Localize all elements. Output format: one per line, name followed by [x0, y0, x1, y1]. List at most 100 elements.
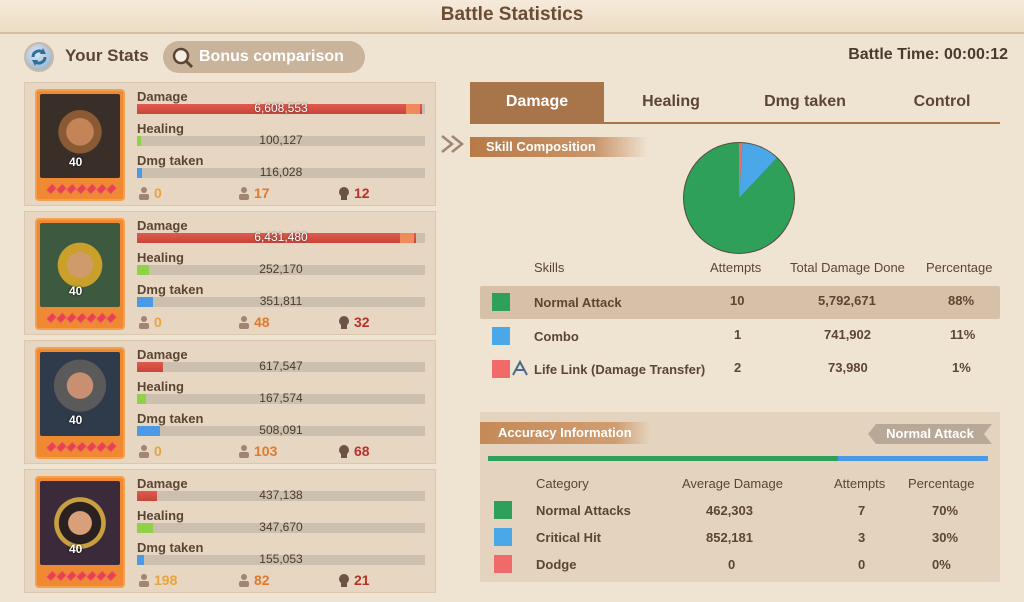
dmg-taken-bar: 508,091	[137, 423, 425, 437]
soldier-injured-icon	[239, 445, 249, 458]
skill-name: Life Link (Damage Transfer)	[534, 362, 706, 377]
soldier-icon	[139, 574, 149, 587]
accuracy-table-header: Category Average Damage Attempts Percent…	[488, 470, 992, 497]
hero-avatar	[40, 223, 120, 307]
healing-bar: 167,574	[137, 391, 425, 405]
skill-percentage: 11%	[950, 327, 976, 342]
healing-bar: 252,170	[137, 262, 425, 276]
tab-dmg-taken[interactable]: Dmg taken	[764, 93, 846, 110]
dmg-taken-label: Dmg taken	[137, 540, 204, 555]
healing-stat: Healing 100,127	[137, 121, 425, 147]
hero-card[interactable]: 40 Damage 437,138 Healing 347,670 Dmg ta…	[24, 469, 436, 593]
dmg-taken-stat: Dmg taken 155,053	[137, 540, 425, 566]
damage-label: Damage	[137, 347, 188, 362]
star-rating	[42, 312, 120, 326]
skill-attempts: 10	[730, 293, 745, 308]
soldier-icon	[139, 316, 149, 329]
soldier-icon	[139, 187, 149, 200]
dmg-taken-value: 508,091	[259, 423, 303, 437]
healing-label: Healing	[137, 121, 184, 136]
damage-stat: Damage 437,138	[137, 476, 425, 502]
skill-attempts: 2	[734, 360, 742, 375]
healing-label: Healing	[137, 379, 184, 394]
damage-pie-chart	[683, 142, 795, 254]
damage-bar: 6,431,480	[137, 230, 425, 244]
bonus-comparison-button[interactable]: Bonus comparison	[163, 41, 365, 73]
hero-portrait: 40	[35, 218, 125, 330]
hero-card[interactable]: 40 Damage 6,608,553 Healing 100,127 Dmg …	[24, 82, 436, 206]
hero-portrait: 40	[35, 347, 125, 459]
skill-table: Skills Attempts Total Damage Done Percen…	[480, 260, 1000, 385]
dmg-taken-value: 155,053	[259, 552, 303, 566]
col-attempts: Attempts	[834, 476, 886, 491]
healing-stat: Healing 167,574	[137, 379, 425, 405]
category-avg: 852,181	[706, 530, 753, 545]
skill-name: Normal Attack	[534, 295, 622, 310]
dmg-taken-label: Dmg taken	[137, 282, 204, 297]
damage-bar: 6,608,553	[137, 101, 425, 115]
col-percentage: Percentage	[908, 476, 975, 491]
dmg-taken-bar: 351,811	[137, 294, 425, 308]
window-title: Battle Statistics	[0, 0, 1024, 34]
col-average-damage: Average Damage	[682, 476, 783, 491]
damage-stat: Damage 6,431,480	[137, 218, 425, 244]
skill-composition-header: Skill Composition	[470, 137, 648, 157]
hero-counters: 0 17 12	[137, 183, 425, 203]
counter-3: 68	[337, 443, 370, 459]
your-stats-label: Your Stats	[65, 46, 149, 65]
skill-row[interactable]: Normal Attack 10 5,792,671 88%	[480, 286, 1000, 319]
category-name: Dodge	[536, 557, 577, 572]
category-name: Normal Attacks	[536, 503, 631, 518]
damage-label: Damage	[137, 476, 188, 491]
healing-bar: 100,127	[137, 133, 425, 147]
counter-3: 32	[337, 314, 370, 330]
hero-card[interactable]: 40 Damage 617,547 Healing 167,574 Dmg ta…	[24, 340, 436, 464]
category-percentage: 30%	[932, 530, 959, 545]
hero-counters: 0 103 68	[137, 441, 425, 461]
counter-1: 0	[137, 314, 162, 330]
skill-name: Combo	[534, 329, 579, 344]
category-percentage: 0%	[932, 557, 951, 572]
counter-3: 21	[337, 572, 370, 588]
top-bar: Your Stats Bonus comparison Battle Time:…	[24, 40, 1008, 74]
refresh-button[interactable]	[24, 42, 54, 72]
healing-value: 167,574	[259, 391, 303, 405]
hero-card[interactable]: 40 Damage 6,431,480 Healing 252,170 Dmg …	[24, 211, 436, 335]
tab-healing[interactable]: Healing	[642, 93, 700, 110]
refresh-icon	[31, 48, 47, 66]
soldier-injured-icon	[239, 574, 249, 587]
hero-level: 40	[69, 155, 83, 169]
dmg-taken-stat: Dmg taken 508,091	[137, 411, 425, 437]
tab-control[interactable]: Control	[913, 93, 971, 110]
damage-stat: Damage 617,547	[137, 347, 425, 373]
skill-percentage: 1%	[952, 360, 971, 375]
skill-row[interactable]: Life Link (Damage Transfer) 2 73,980 1%	[480, 352, 1000, 385]
category-attempts: 0	[858, 557, 866, 572]
pie-slice-life-link-damage-transfer	[739, 143, 743, 198]
accuracy-skill-badge[interactable]: Normal Attack	[868, 424, 992, 444]
soldier-injured-icon	[239, 316, 249, 329]
accuracy-row: Dodge 0 0 0%	[488, 551, 992, 578]
hero-avatar	[40, 481, 120, 565]
accuracy-header: Accuracy Information	[480, 422, 650, 444]
skull-icon	[339, 187, 349, 200]
hero-level: 40	[69, 284, 83, 298]
damage-bar: 617,547	[137, 359, 425, 373]
tab-damage[interactable]: Damage	[470, 82, 604, 124]
skill-attempts: 1	[734, 327, 742, 342]
hero-counters: 0 48 32	[137, 312, 425, 332]
chevron-right-icon	[441, 135, 465, 153]
counter-1: 0	[137, 443, 162, 459]
category-percentage: 70%	[932, 503, 959, 518]
soldier-icon	[139, 445, 149, 458]
stats-panel: Damage Healing Dmg taken Control	[470, 82, 1000, 584]
damage-bar: 437,138	[137, 488, 425, 502]
accuracy-bar-fill	[488, 456, 838, 461]
skill-row[interactable]: Combo 1 741,902 11%	[480, 319, 1000, 352]
skull-icon	[339, 445, 349, 458]
color-swatch	[494, 528, 512, 546]
category-avg: 462,303	[706, 503, 753, 518]
star-rating	[42, 441, 120, 455]
damage-bar-tip	[406, 104, 420, 114]
hero-level: 40	[69, 542, 83, 556]
